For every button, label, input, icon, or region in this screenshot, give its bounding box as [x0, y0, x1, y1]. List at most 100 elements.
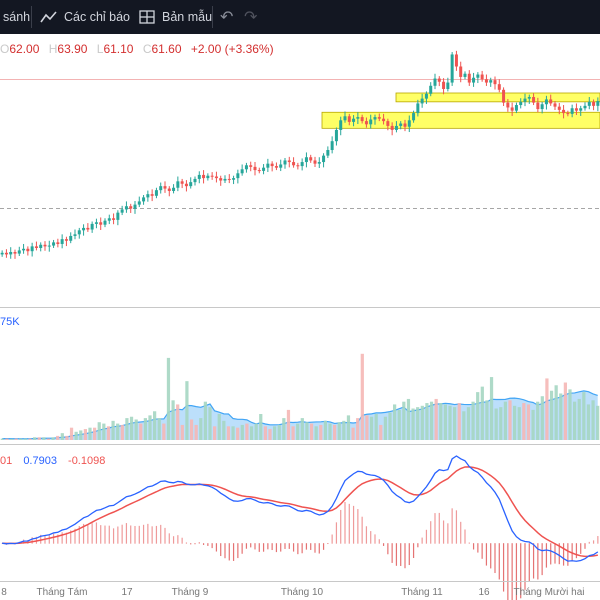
macd-histogram-bar	[344, 501, 346, 544]
volume-bar	[503, 401, 507, 440]
macd-histogram-bar	[91, 523, 93, 544]
volume-bar	[116, 423, 120, 440]
candle-body	[574, 108, 578, 111]
candle-body	[454, 54, 458, 67]
candle-body	[442, 81, 446, 89]
volume-bar	[360, 353, 364, 440]
volume-bar	[51, 437, 55, 440]
volume-bar	[577, 398, 581, 440]
candle-body	[253, 166, 257, 171]
candle-body	[154, 190, 158, 196]
macd-histogram-bar	[331, 534, 333, 544]
volume-bar	[37, 437, 41, 440]
macd-histogram-bar	[562, 543, 565, 566]
candle-body	[523, 98, 527, 102]
candle-body	[334, 129, 338, 142]
macd-histogram-bar	[280, 543, 282, 552]
volume-bar	[111, 420, 115, 440]
volume-bar	[480, 386, 484, 440]
volume-bar	[268, 429, 272, 440]
macd-histogram-bar	[40, 534, 42, 544]
candle-body	[133, 204, 137, 209]
high-value: 63.90	[57, 42, 88, 56]
volume-bar	[591, 400, 595, 440]
macd-histogram-bar	[147, 523, 149, 544]
macd-histogram-bar	[558, 543, 560, 565]
candle-body	[107, 218, 111, 221]
high-label: H	[48, 42, 58, 56]
volume-bar	[226, 426, 231, 440]
candle-body	[587, 101, 591, 106]
macd-histogram-bar	[155, 525, 158, 544]
volume-bar	[199, 418, 203, 440]
macd-histogram-bar	[584, 543, 586, 549]
volume-bar	[531, 409, 535, 440]
volume-bar	[240, 424, 244, 440]
candle-body	[429, 85, 433, 94]
candle-body	[30, 246, 34, 252]
volume-bar	[273, 426, 277, 440]
candle-body	[120, 209, 124, 213]
volume-bar	[120, 424, 124, 440]
macd-histogram-bar	[528, 543, 530, 582]
macd-histogram-bar	[138, 525, 140, 544]
candle-body	[270, 163, 274, 167]
macd-histogram-bar	[490, 543, 492, 569]
volume-bar	[222, 420, 226, 440]
compare-button[interactable]: sánh	[3, 0, 30, 34]
candle-body	[262, 167, 266, 171]
close-label: C	[142, 42, 152, 56]
volume-bar	[148, 415, 152, 440]
volume-bar	[573, 401, 577, 440]
macd-histogram-bar	[515, 543, 518, 600]
volume-bar	[393, 404, 397, 440]
macd-histogram-bar	[588, 541, 590, 544]
candle-body	[0, 252, 4, 255]
candle-body	[472, 77, 476, 83]
indicators-button[interactable]: Các chỉ báo	[40, 0, 130, 34]
volume-bar	[180, 424, 184, 440]
candle-body	[219, 178, 223, 181]
candle-body	[412, 113, 416, 121]
candle-body	[163, 186, 167, 189]
macd-histogram-bar	[575, 543, 578, 559]
macd-histogram-bar	[271, 543, 273, 551]
volume-bar	[397, 409, 401, 440]
volume-bar	[28, 438, 32, 440]
macd-histogram-bar	[352, 505, 355, 544]
candle-body	[184, 183, 188, 187]
templates-button[interactable]: Bản mẫu	[138, 0, 212, 34]
templates-label: Bản mẫu	[162, 10, 213, 24]
candle-body	[549, 99, 553, 104]
candle-body	[557, 106, 561, 110]
macd-histogram-bar	[520, 543, 522, 599]
redo-icon[interactable]: ↷	[244, 9, 258, 26]
undo-icon[interactable]: ↶	[220, 9, 234, 26]
candle-body	[424, 93, 428, 99]
volume-bar	[231, 426, 235, 440]
macd-histogram-bar	[258, 543, 260, 552]
volume-bar	[563, 382, 567, 440]
macd-histogram-bar	[181, 537, 183, 544]
volume-bar	[213, 426, 217, 440]
macd-histogram-bar	[215, 543, 218, 552]
candle-body	[274, 166, 278, 168]
volume-bar	[236, 427, 240, 440]
macd-histogram-bar	[498, 543, 500, 580]
candle-body	[232, 178, 236, 180]
macd-histogram-bar	[357, 509, 359, 544]
macd-histogram-bar	[460, 521, 462, 544]
volume-bar	[489, 377, 494, 440]
macd-histogram-bar	[442, 520, 445, 544]
volume-ma-line	[2, 390, 598, 440]
candle-body	[562, 109, 566, 114]
candle-body	[437, 78, 441, 82]
candle-body	[77, 230, 81, 235]
macd-histogram-bar	[292, 543, 295, 552]
candle-body	[266, 163, 270, 168]
candle-body	[236, 173, 240, 179]
macd-histogram-bar	[202, 543, 205, 545]
macd-histogram-bar	[425, 529, 428, 544]
candle-body	[566, 113, 570, 115]
